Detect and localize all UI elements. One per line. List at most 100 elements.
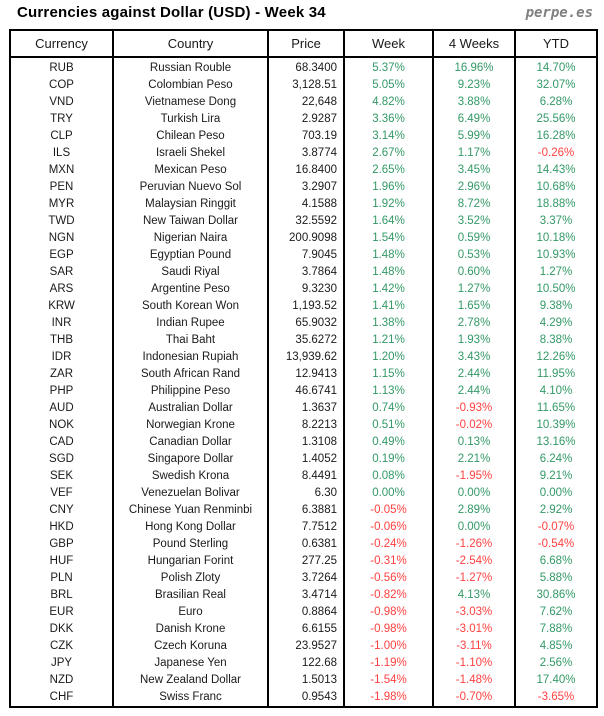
- four-weeks-change-cell: 1.27%: [432, 281, 516, 298]
- four-weeks-change-cell: 9.23%: [432, 77, 516, 94]
- price-cell: 1.3108: [267, 434, 345, 451]
- column-header-currency: Currency: [9, 30, 114, 58]
- ytd-change-cell: 4.10%: [514, 383, 598, 400]
- currency-code-cell: CAD: [9, 434, 114, 451]
- ytd-change-cell: 14.43%: [514, 162, 598, 179]
- week-change-cell: 1.54%: [343, 230, 434, 247]
- ytd-change-cell: 7.62%: [514, 604, 598, 621]
- price-cell: 4.1588: [267, 196, 345, 213]
- price-cell: 277.25: [267, 553, 345, 570]
- currency-code-cell: CHF: [9, 689, 114, 707]
- four-weeks-change-cell: -0.93%: [432, 400, 516, 417]
- currency-code-cell: PHP: [9, 383, 114, 400]
- week-change-cell: 1.64%: [343, 213, 434, 230]
- price-cell: 23.9527: [267, 638, 345, 655]
- ytd-change-cell: 10.93%: [514, 247, 598, 264]
- week-change-cell: -0.82%: [343, 587, 434, 604]
- country-cell: Peruvian Nuevo Sol: [112, 179, 269, 196]
- currency-code-cell: HKD: [9, 519, 114, 536]
- country-cell: Chinese Yuan Renminbi: [112, 502, 269, 519]
- ytd-change-cell: 30.86%: [514, 587, 598, 604]
- table-row: PHP Philippine Peso 46.6741 1.13% 2.44% …: [9, 383, 598, 400]
- currency-code-cell: NOK: [9, 417, 114, 434]
- currency-code-cell: IDR: [9, 349, 114, 366]
- table-row: CLP Chilean Peso 703.19 3.14% 5.99% 16.2…: [9, 128, 598, 145]
- table-row: MXN Mexican Peso 16.8400 2.65% 3.45% 14.…: [9, 162, 598, 179]
- week-change-cell: -0.24%: [343, 536, 434, 553]
- country-cell: Mexican Peso: [112, 162, 269, 179]
- four-weeks-change-cell: 2.21%: [432, 451, 516, 468]
- country-cell: Vietnamese Dong: [112, 94, 269, 111]
- table-row: AUD Australian Dollar 1.3637 0.74% -0.93…: [9, 400, 598, 417]
- currency-code-cell: COP: [9, 77, 114, 94]
- currency-code-cell: NZD: [9, 672, 114, 689]
- price-cell: 6.6155: [267, 621, 345, 638]
- country-cell: Singapore Dollar: [112, 451, 269, 468]
- table-row: ARS Argentine Peso 9.3230 1.42% 1.27% 10…: [9, 281, 598, 298]
- week-change-cell: -1.00%: [343, 638, 434, 655]
- table-row: CHF Swiss Franc 0.9543 -1.98% -0.70% -3.…: [9, 689, 598, 707]
- four-weeks-change-cell: 2.96%: [432, 179, 516, 196]
- table-row: CNY Chinese Yuan Renminbi 6.3881 -0.05% …: [9, 502, 598, 519]
- table-row: TWD New Taiwan Dollar 32.5592 1.64% 3.52…: [9, 213, 598, 230]
- table-row: NOK Norwegian Krone 8.2213 0.51% -0.02% …: [9, 417, 598, 434]
- column-header-country: Country: [112, 30, 269, 58]
- week-change-cell: 1.48%: [343, 247, 434, 264]
- currency-code-cell: ILS: [9, 145, 114, 162]
- week-change-cell: 0.19%: [343, 451, 434, 468]
- currency-code-cell: PEN: [9, 179, 114, 196]
- table-row: NGN Nigerian Naira 200.9098 1.54% 0.59% …: [9, 230, 598, 247]
- week-change-cell: 5.05%: [343, 77, 434, 94]
- country-cell: Brasilian Real: [112, 587, 269, 604]
- table-row: SEK Swedish Krona 8.4491 0.08% -1.95% 9.…: [9, 468, 598, 485]
- price-cell: 35.6272: [267, 332, 345, 349]
- country-cell: Russian Rouble: [112, 57, 269, 77]
- currency-code-cell: RUB: [9, 57, 114, 77]
- currency-code-cell: GBP: [9, 536, 114, 553]
- currency-code-cell: VEF: [9, 485, 114, 502]
- price-cell: 3.7264: [267, 570, 345, 587]
- four-weeks-change-cell: 4.13%: [432, 587, 516, 604]
- currency-code-cell: SEK: [9, 468, 114, 485]
- week-change-cell: 1.21%: [343, 332, 434, 349]
- week-change-cell: 0.49%: [343, 434, 434, 451]
- price-cell: 0.8864: [267, 604, 345, 621]
- four-weeks-change-cell: 0.60%: [432, 264, 516, 281]
- week-change-cell: 1.38%: [343, 315, 434, 332]
- price-cell: 200.9098: [267, 230, 345, 247]
- four-weeks-change-cell: -0.70%: [432, 689, 516, 707]
- four-weeks-change-cell: 6.49%: [432, 111, 516, 128]
- table-row: HKD Hong Kong Dollar 7.7512 -0.06% 0.00%…: [9, 519, 598, 536]
- page-title: Currencies against Dollar (USD) - Week 3…: [17, 4, 326, 21]
- price-cell: 3.2907: [267, 179, 345, 196]
- price-cell: 13,939.62: [267, 349, 345, 366]
- country-cell: Malaysian Ringgit: [112, 196, 269, 213]
- currency-code-cell: NGN: [9, 230, 114, 247]
- week-change-cell: 0.00%: [343, 485, 434, 502]
- four-weeks-change-cell: 1.93%: [432, 332, 516, 349]
- ytd-change-cell: 12.26%: [514, 349, 598, 366]
- country-cell: Australian Dollar: [112, 400, 269, 417]
- week-change-cell: -1.54%: [343, 672, 434, 689]
- table-row: BRL Brasilian Real 3.4714 -0.82% 4.13% 3…: [9, 587, 598, 604]
- ytd-change-cell: -3.65%: [514, 689, 598, 707]
- table-row: CZK Czech Koruna 23.9527 -1.00% -3.11% 4…: [9, 638, 598, 655]
- table-row: INR Indian Rupee 65.9032 1.38% 2.78% 4.2…: [9, 315, 598, 332]
- ytd-change-cell: 8.38%: [514, 332, 598, 349]
- currency-code-cell: ZAR: [9, 366, 114, 383]
- table-row: GBP Pound Sterling 0.6381 -0.24% -1.26% …: [9, 536, 598, 553]
- site-logo: perpe.es: [525, 5, 593, 21]
- country-cell: Indonesian Rupiah: [112, 349, 269, 366]
- currency-code-cell: SGD: [9, 451, 114, 468]
- table-header: Currency Country Price Week 4 Weeks YTD: [9, 30, 598, 58]
- column-header-ytd: YTD: [514, 30, 598, 58]
- price-cell: 46.6741: [267, 383, 345, 400]
- ytd-change-cell: 2.92%: [514, 502, 598, 519]
- price-cell: 703.19: [267, 128, 345, 145]
- four-weeks-change-cell: 0.00%: [432, 485, 516, 502]
- week-change-cell: 2.65%: [343, 162, 434, 179]
- week-change-cell: -0.98%: [343, 621, 434, 638]
- price-cell: 1.4052: [267, 451, 345, 468]
- four-weeks-change-cell: -1.48%: [432, 672, 516, 689]
